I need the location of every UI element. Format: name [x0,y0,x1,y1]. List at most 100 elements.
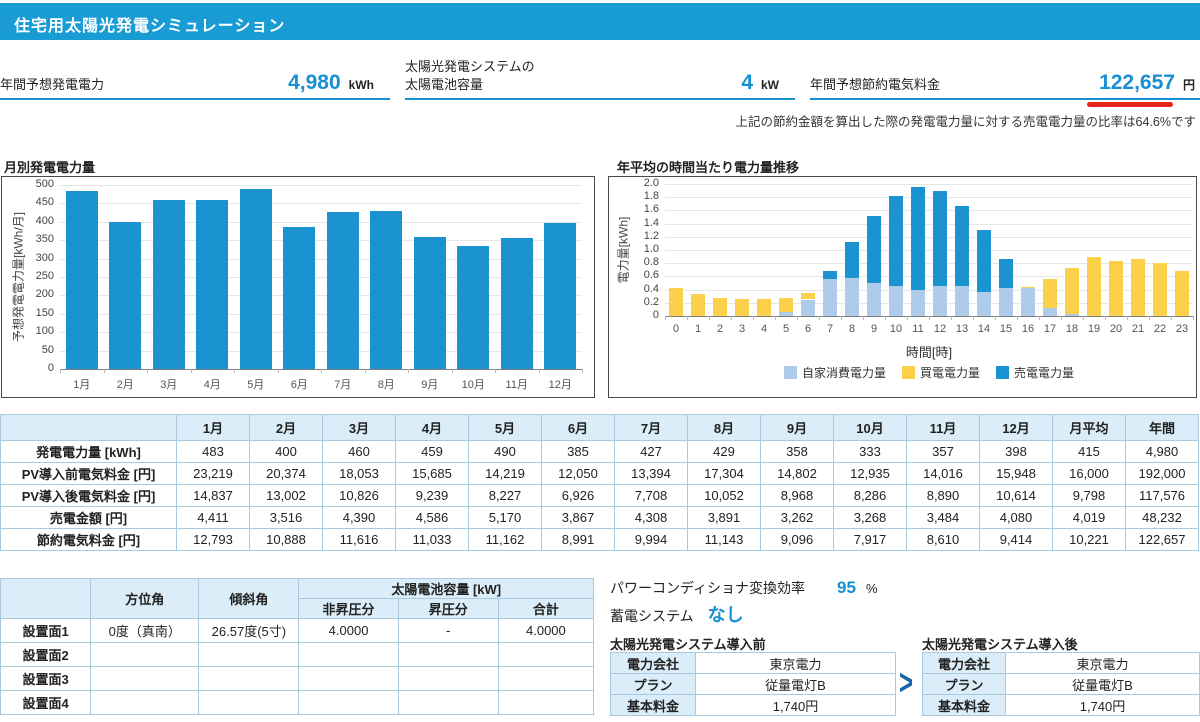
col-azimuth: 方位角 [90,578,200,619]
table-cell: 4,308 [614,506,688,529]
bar-11-自家消費電力量 [911,289,925,316]
legend-label: 売電電力量 [1014,366,1075,380]
y-axis-label: 電力量[kWh] [616,216,631,284]
x-tick-mark [321,369,322,373]
x-tick-label: 4月 [203,379,221,391]
table-cell: 459 [395,440,469,463]
x-tick-mark [1127,316,1128,320]
surface-table: 方位角 傾斜角 太陽電池容量 [kW] 非昇圧分 昇圧分 合計 設置面1 0度（真… [0,578,595,715]
bar-5月 [239,188,272,369]
table-cell: 15,948 [979,462,1053,485]
table-cell: 117,576 [1125,484,1199,507]
chart-legend: 自家消費電力量 買電電力量 売電電力量 [665,364,1193,381]
bar-9月 [413,237,446,369]
y-tick-label: 1.2 [643,229,659,242]
grid-line [60,185,582,186]
x-tick-mark [885,316,886,320]
y-tick-label: 1.8 [643,190,659,203]
x-tick-mark [687,316,688,320]
col-capacity-group: 太陽電池容量 [kW] [298,578,594,599]
corner-cell [0,414,177,441]
table-cell: 9,798 [1052,484,1126,507]
y-tick-label: 350 [35,233,54,246]
legend-label: 買電電力量 [919,366,980,380]
bar-5-買電電力量 [779,298,793,313]
x-tick-label: 13 [955,323,969,335]
surface-row: 設置面1 0度（真南） 26.57度(5寸) 4.0000-4.0000 [0,618,595,643]
y-tick-label: 300 [35,251,54,264]
metric-unit: 円 [1182,78,1195,93]
table-cell: 415 [1052,440,1126,463]
y-tick-label: 1.0 [643,243,659,255]
table-cell: 17,304 [687,462,761,485]
plan-row: 電力会社 東京電力 [922,652,1200,674]
bar-12月 [544,222,577,369]
table-cell: 11,162 [468,528,542,551]
battery-system-value: なし [707,605,744,625]
metric-unit: kWh [348,78,374,93]
pcs-efficiency-value: 95 [837,578,856,597]
surface-cell-tilt [198,642,300,667]
y-tick-label: 1.4 [643,216,659,229]
metric-label: 年間予想節約電気料金 [810,76,941,92]
row-label: PV導入後電気料金 [円] [0,484,177,507]
grid-line [665,250,1193,251]
metric-annual-generation: 年間予想発電電力 4,980 kWh [0,58,390,101]
surface-cell-boost [397,666,499,691]
grid-line [665,276,1193,278]
x-tick-mark [665,316,666,320]
table-cell: 7,917 [833,528,907,551]
x-tick-mark [1061,316,1062,320]
x-tick-mark [1171,316,1172,320]
col-header-3月: 3月 [322,414,396,441]
table-cell: 9,414 [979,528,1053,551]
surface-cell-tilt [198,690,300,715]
table-cell: 14,219 [468,462,542,485]
bar-6-買電電力量 [801,292,815,300]
bar-5-自家消費電力量 [779,312,793,316]
table-cell: 20,374 [249,462,323,485]
y-tick-label: 400 [35,214,54,227]
table-cell: 398 [979,440,1053,463]
bar-11-売電電力量 [911,187,925,290]
x-tick-label: 10月 [461,379,485,391]
metric-value: 4 [741,71,753,95]
plan-row: プラン 従量電灯B [610,673,896,695]
table-cell: 8,610 [906,528,980,551]
grid-line [60,240,582,242]
surface-row: 設置面4 [0,690,595,715]
surface-cell-nonboost [298,666,399,691]
bar-8月 [370,211,403,369]
col-header-9月: 9月 [760,414,834,441]
table-cell: 12,935 [833,462,907,485]
bar-17-自家消費電力量 [1043,308,1057,316]
table-cell: 3,516 [249,506,323,529]
y-tick-label: 450 [35,196,54,209]
plan-after-title: 太陽光発電システム導入後 [922,637,1078,652]
table-cell: 14,837 [176,484,250,507]
table-cell: 4,390 [322,506,396,529]
grid-line [665,197,1193,199]
table-cell: 13,002 [249,484,323,507]
bar-23-買電電力量 [1175,271,1189,316]
x-tick-label: 1 [694,323,702,335]
surface-cell-nonboost [298,642,399,667]
plan-row-value: 従量電灯B [1005,673,1200,695]
x-tick-mark [753,316,754,320]
table-cell: 4,586 [395,506,469,529]
table-cell: 11,616 [322,528,396,551]
grid-line [60,258,582,260]
x-tick-mark [995,316,996,320]
table-cell: 16,000 [1052,462,1126,485]
x-tick-label: 7月 [334,379,352,391]
surface-cell-total [497,642,595,667]
plan-before-table: 電力会社 東京電力 プラン 従量電灯B 基本料金 1,740円 [610,652,896,716]
bar-13-自家消費電力量 [955,286,969,316]
pcs-efficiency-line: パワーコンディショナ変換効率 95% [610,578,878,598]
table-cell: 4,019 [1052,506,1126,529]
x-tick-mark [103,369,105,373]
x-tick-label: 10 [889,323,903,335]
y-tick-label: 0.8 [643,256,659,269]
col-header-8月: 8月 [687,414,761,441]
bar-2-買電電力量 [713,297,727,316]
